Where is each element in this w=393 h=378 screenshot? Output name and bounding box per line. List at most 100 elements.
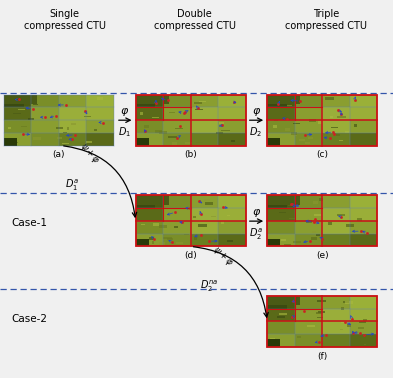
Bar	[318, 121, 323, 124]
Bar	[267, 221, 295, 234]
Bar	[267, 120, 295, 133]
Bar	[267, 94, 300, 104]
Text: Case-1: Case-1	[11, 218, 48, 228]
Bar	[13, 113, 21, 114]
Bar	[63, 132, 67, 133]
Bar	[218, 133, 246, 146]
Bar	[363, 319, 367, 321]
Bar	[152, 241, 154, 243]
Bar	[322, 296, 350, 309]
Bar	[267, 195, 300, 204]
Bar	[191, 107, 218, 120]
Bar	[340, 329, 343, 330]
Bar	[31, 94, 59, 107]
Bar	[330, 116, 333, 118]
Bar	[185, 141, 192, 144]
Bar	[312, 231, 316, 233]
Bar	[284, 244, 291, 246]
Text: (c): (c)	[316, 150, 328, 159]
Text: $D_2^a$: $D_2^a$	[249, 226, 263, 242]
Bar	[136, 94, 169, 104]
Bar	[317, 300, 326, 302]
Bar	[216, 132, 223, 135]
Bar	[288, 218, 296, 219]
Bar	[282, 201, 290, 203]
Bar	[86, 120, 114, 133]
Bar	[227, 215, 230, 216]
Bar	[163, 94, 191, 107]
Bar	[350, 208, 377, 221]
Bar	[11, 142, 18, 143]
Bar	[191, 133, 218, 146]
Bar	[163, 120, 191, 133]
Text: $D_2$: $D_2$	[249, 125, 263, 139]
Bar	[155, 130, 162, 133]
Text: $\psi + \varphi$: $\psi + \varphi$	[210, 243, 236, 269]
Bar	[350, 332, 359, 333]
Bar	[267, 339, 281, 347]
Bar	[198, 224, 207, 227]
Bar	[136, 195, 155, 208]
Bar	[191, 208, 218, 221]
Bar	[322, 94, 350, 107]
Text: φ: φ	[121, 106, 128, 116]
Text: φ: φ	[252, 106, 259, 116]
Bar	[267, 94, 377, 146]
Bar	[322, 334, 350, 347]
Bar	[144, 125, 149, 128]
Bar	[57, 137, 62, 139]
Bar	[4, 94, 24, 107]
Bar	[270, 338, 275, 341]
Bar	[316, 312, 322, 314]
Bar	[322, 107, 350, 120]
Text: (e): (e)	[316, 251, 329, 260]
Bar	[288, 105, 292, 106]
Bar	[136, 239, 149, 246]
Text: Triple
compressed CTU: Triple compressed CTU	[285, 9, 367, 31]
Bar	[309, 119, 316, 122]
Bar	[97, 98, 103, 100]
Bar	[174, 226, 178, 228]
Bar	[218, 234, 246, 246]
Bar	[295, 94, 322, 107]
Bar	[84, 116, 92, 118]
Bar	[350, 94, 377, 107]
Bar	[163, 133, 191, 146]
Bar	[322, 195, 350, 208]
Bar	[345, 131, 349, 133]
Text: φ: φ	[252, 207, 259, 217]
Bar	[28, 118, 34, 120]
Bar	[342, 320, 350, 323]
Bar	[267, 138, 281, 146]
Bar	[218, 208, 246, 221]
Bar	[295, 334, 322, 347]
Bar	[336, 134, 340, 136]
Bar	[307, 325, 316, 327]
Bar	[33, 104, 38, 105]
Bar	[318, 311, 325, 313]
Bar	[86, 107, 114, 120]
Bar	[56, 127, 62, 129]
Bar	[350, 321, 377, 334]
Bar	[221, 221, 224, 224]
Bar	[341, 307, 344, 310]
Bar	[343, 301, 349, 303]
Bar	[163, 195, 191, 208]
Bar	[350, 133, 377, 146]
Bar	[322, 309, 350, 321]
Bar	[218, 107, 246, 120]
Bar	[347, 324, 351, 327]
Bar	[285, 128, 290, 131]
FancyArrowPatch shape	[64, 146, 137, 217]
Bar	[136, 94, 246, 146]
Bar	[191, 195, 218, 208]
Bar	[205, 202, 213, 204]
Bar	[184, 234, 189, 235]
Bar	[141, 224, 145, 225]
Bar	[196, 142, 202, 143]
Bar	[267, 195, 295, 208]
Bar	[191, 120, 218, 133]
Bar	[159, 242, 165, 245]
Bar	[4, 107, 31, 120]
Bar	[59, 94, 86, 107]
